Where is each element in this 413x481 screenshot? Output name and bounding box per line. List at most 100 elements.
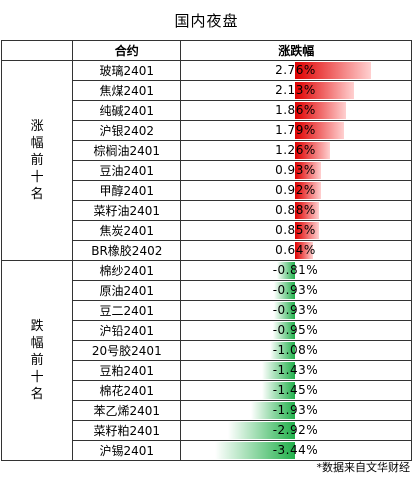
change-cell: 1.79% xyxy=(180,120,412,141)
change-value-label: -0.93% xyxy=(272,283,319,297)
change-cell: -0.81% xyxy=(180,260,412,281)
change-value-label: 1.86% xyxy=(275,103,316,117)
change-value-label: 0.92% xyxy=(275,183,316,197)
change-value-label: -2.92% xyxy=(272,423,319,437)
change-cell: 0.88% xyxy=(180,200,412,221)
change-value-label: 0.64% xyxy=(275,243,316,257)
loss-bar xyxy=(262,362,296,379)
change-value-label: 1.79% xyxy=(275,123,316,137)
loss-bar xyxy=(215,442,296,459)
gain-bar xyxy=(295,222,319,239)
change-value-label: 0.85% xyxy=(275,223,316,237)
change-value-label: 1.26% xyxy=(275,143,316,157)
change-cell: -1.45% xyxy=(180,380,412,401)
group-label-text: 跌幅前十名 xyxy=(30,319,44,402)
change-cell: -0.95% xyxy=(180,320,412,341)
table-row: 沪锡2401 -3.44% xyxy=(2,440,412,461)
contract-name: 棉花2401 xyxy=(72,380,182,401)
change-cell: 0.64% xyxy=(180,240,412,261)
contract-name: BR橡胶2402 xyxy=(72,240,182,261)
change-value-label: -1.08% xyxy=(272,343,319,357)
contract-name: 焦煤2401 xyxy=(72,80,182,101)
contract-name: 纯碱2401 xyxy=(72,100,182,121)
change-cell: -1.93% xyxy=(180,400,412,421)
change-value-label: -1.43% xyxy=(272,363,319,377)
gain-bar xyxy=(295,142,330,159)
contract-name: 菜籽油2401 xyxy=(72,200,182,221)
table-row: 菜籽油2401 0.88% xyxy=(2,200,412,221)
change-value-label: 2.76% xyxy=(275,63,316,77)
table-row: 焦煤2401 2.13% xyxy=(2,80,412,101)
contract-name: 棕榈油2401 xyxy=(72,140,182,161)
contract-name: 玻璃2401 xyxy=(72,60,182,81)
contract-name: 豆油2401 xyxy=(72,160,182,181)
group-label-text: 涨幅前十名 xyxy=(30,119,44,202)
table-row: 沪铅2401 -0.95% xyxy=(2,320,412,341)
contract-name: 甲醇2401 xyxy=(72,180,182,201)
contract-name: 苯乙烯2401 xyxy=(72,400,182,421)
loss-bar xyxy=(276,262,296,279)
loss-bar xyxy=(273,302,296,319)
change-cell: 0.93% xyxy=(180,160,412,181)
header-empty-cell xyxy=(0,40,74,61)
table-row: BR橡胶2402 0.64% xyxy=(2,240,412,261)
gain-bar xyxy=(295,162,321,179)
change-cell: 1.26% xyxy=(180,140,412,161)
change-value-label: -0.95% xyxy=(272,323,319,337)
table-row: 豆二2401 -0.93% xyxy=(2,300,412,321)
change-cell: -3.44% xyxy=(180,440,412,461)
group-label-losers: 跌幅前十名 xyxy=(0,260,74,461)
table-row: 豆油2401 0.93% xyxy=(2,160,412,181)
change-cell: 0.85% xyxy=(180,220,412,241)
change-cell: -0.93% xyxy=(180,300,412,321)
header-contract: 合约 xyxy=(72,40,182,61)
contract-name: 棉纱2401 xyxy=(72,260,182,281)
change-value-label: -1.45% xyxy=(272,383,319,397)
change-cell: -1.08% xyxy=(180,340,412,361)
contract-name: 豆二2401 xyxy=(72,300,182,321)
change-cell: 2.13% xyxy=(180,80,412,101)
contract-name: 沪铅2401 xyxy=(72,320,182,341)
contract-name: 豆粕2401 xyxy=(72,360,182,381)
change-value-label: -1.93% xyxy=(272,403,319,417)
header-row: 合约 涨跌幅 xyxy=(0,40,412,61)
gain-bar xyxy=(295,182,321,199)
loss-bar xyxy=(273,322,296,339)
header-change: 涨跌幅 xyxy=(180,40,412,61)
chart-title: 国内夜盘 xyxy=(174,12,239,30)
gain-bar xyxy=(295,242,313,259)
table-row: 甲醇2401 0.92% xyxy=(2,180,412,201)
contract-name: 菜籽粕2401 xyxy=(72,420,182,441)
table-row: 跌幅前十名 棉纱2401 -0.81% xyxy=(0,260,412,461)
gain-bar xyxy=(295,102,347,119)
change-cell: -2.92% xyxy=(180,420,412,441)
change-cell: 0.92% xyxy=(180,180,412,201)
change-cell: -0.93% xyxy=(180,280,412,301)
loss-bar xyxy=(250,402,296,419)
ranking-table: 合约 涨跌幅 涨幅前十名 玻璃2401 2.76% 焦煤2401 2.13% 纯碱2401… xyxy=(0,40,412,461)
contract-name: 20号胶2401 xyxy=(72,340,182,361)
loss-bar xyxy=(270,342,296,359)
gain-bar xyxy=(295,82,354,99)
table-row: 菜籽粕2401 -2.92% xyxy=(2,420,412,441)
gain-bar xyxy=(295,62,371,79)
change-cell: 1.86% xyxy=(180,100,412,121)
change-value-label: 2.13% xyxy=(275,83,316,97)
change-value-label: -0.81% xyxy=(272,263,319,277)
change-value-label: 0.93% xyxy=(275,163,316,177)
table-row: 棉花2401 -1.45% xyxy=(2,380,412,401)
source-footnote: *数据来自文华财经 xyxy=(316,461,411,474)
change-cell: -1.43% xyxy=(180,360,412,381)
contract-name: 焦炭2401 xyxy=(72,220,182,241)
contract-name: 沪银2402 xyxy=(72,120,182,141)
change-cell: 2.76% xyxy=(180,60,412,81)
contract-name: 沪锡2401 xyxy=(72,440,182,461)
group-label-gainers: 涨幅前十名 xyxy=(0,60,74,261)
table-row: 涨幅前十名 玻璃2401 2.76% xyxy=(0,60,412,261)
change-value-label: -0.93% xyxy=(272,303,319,317)
gain-bar xyxy=(295,122,345,139)
loss-bar xyxy=(227,422,296,439)
loss-bar xyxy=(261,382,296,399)
change-value-label: 0.88% xyxy=(275,203,316,217)
gain-bar xyxy=(295,202,320,219)
